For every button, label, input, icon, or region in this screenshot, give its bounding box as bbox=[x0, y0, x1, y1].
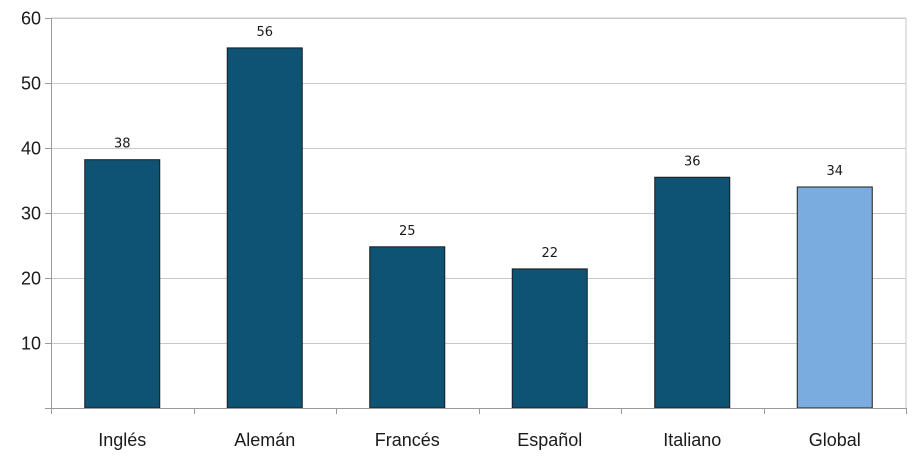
y-tick-label-40: 40 bbox=[21, 139, 41, 159]
y-tick-label-10: 10 bbox=[21, 334, 41, 354]
data-label-3: 25 bbox=[399, 224, 416, 239]
y-tick-label-50: 50 bbox=[21, 74, 41, 94]
y-tick-label-60: 60 bbox=[21, 9, 41, 29]
x-tick-label-4: Español bbox=[517, 430, 582, 450]
bar-5 bbox=[654, 176, 731, 409]
data-label-1: 38 bbox=[114, 137, 131, 152]
y-tick-label-20: 20 bbox=[21, 269, 41, 289]
gridlines bbox=[51, 17, 907, 408]
data-label-4: 22 bbox=[541, 246, 558, 261]
x-tick-label-5: Italiano bbox=[663, 430, 721, 450]
bar-2 bbox=[226, 47, 303, 409]
data-label-2: 56 bbox=[256, 25, 273, 40]
labels: 10 20 30 40 50 60 38 Inglés 56 Alemán 25 Francés 22 E… bbox=[21, 9, 861, 451]
bars bbox=[84, 47, 873, 409]
data-label-6: 34 bbox=[826, 164, 843, 179]
x-tick-label-6: Global bbox=[809, 430, 861, 450]
bar-1 bbox=[84, 159, 161, 409]
x-tick-label-3: Francés bbox=[375, 430, 440, 450]
bar-4 bbox=[511, 268, 588, 409]
bar-6 bbox=[796, 186, 873, 409]
x-tick-label-1: Inglés bbox=[98, 430, 146, 450]
axes bbox=[45, 18, 907, 414]
x-tick-label-2: Alemán bbox=[234, 430, 295, 450]
bar-3 bbox=[369, 246, 446, 409]
y-tick-label-30: 30 bbox=[21, 204, 41, 224]
data-label-5: 36 bbox=[684, 154, 701, 169]
